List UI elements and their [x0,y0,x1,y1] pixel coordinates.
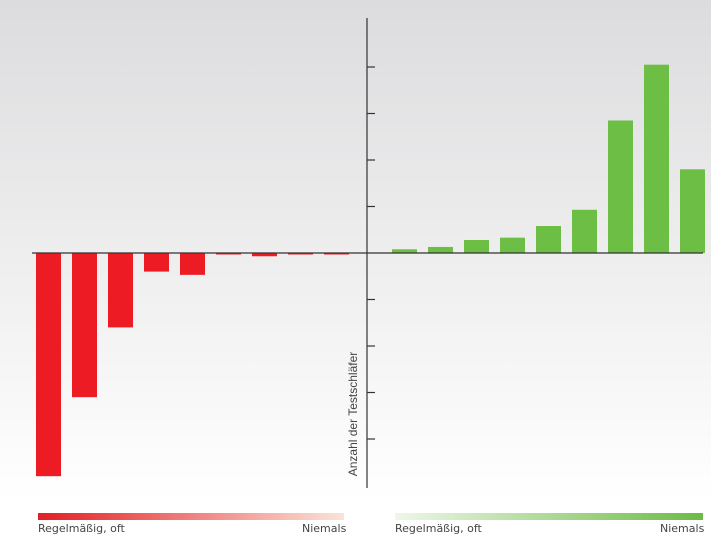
right-bar-7 [608,120,633,253]
legend-right-start-label: Regelmäßig, oft [395,522,482,535]
right-bar-1 [392,249,417,253]
right-bar-3 [464,239,489,253]
left-bar-1 [36,253,61,477]
right-bar-2 [428,246,453,253]
left-bar-7 [252,253,277,257]
left-bar-2 [72,253,97,398]
left-bar-5 [180,253,205,275]
left-bar-8 [288,253,313,255]
legend-right-gradient-bar [395,513,703,520]
right-bar-9 [680,169,705,253]
left-bar-3 [108,253,133,328]
left-bar-4 [144,253,169,272]
legend-left-start-label: Regelmäßig, oft [38,522,125,535]
right-bar-5 [536,226,561,253]
legend-left-end-label: Niemals [302,522,347,535]
legend-left-gradient-bar [38,513,344,520]
legend-right-end-label: Niemals [660,522,705,535]
y-axis-label: Anzahl der Testschläfer [346,351,360,477]
left-bar-6 [216,253,241,255]
right-bar-4 [500,237,525,253]
right-bar-8 [644,64,669,253]
left-bar-9 [324,253,349,255]
right-bar-6 [572,209,597,253]
